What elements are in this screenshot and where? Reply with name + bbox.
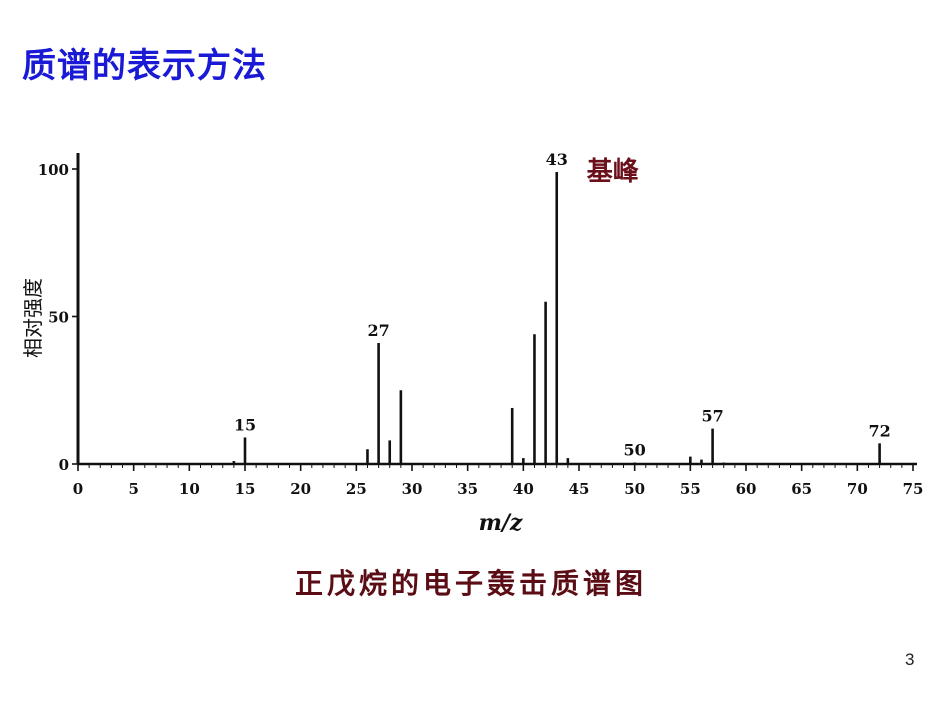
x-tick-label: 70 [847,480,868,498]
peak-label: 72 [868,421,890,440]
slide-title: 质谱的表示方法 [22,46,267,86]
x-tick-label: 10 [179,480,200,498]
x-tick-label: 50 [624,480,645,498]
chart-peaks [232,171,881,464]
x-tick-label: 20 [290,480,311,498]
y-tick-label: 0 [59,456,69,474]
y-tick-label: 100 [38,161,69,179]
x-tick-label: 45 [569,480,590,498]
peak-label: 15 [234,415,256,434]
x-tick-label: 75 [903,480,924,498]
peak-label: 50 [624,441,646,460]
x-tick-label: 60 [736,480,757,498]
base-peak-annotation: 基峰 [587,157,639,187]
x-tick-label: 25 [346,480,367,498]
chart-ticks: 0 5 10 15 20 25 30 35 40 45 50 55 60 65 70 75 0 50 100 [38,161,924,498]
x-tick-label: 35 [457,480,478,498]
peak-label: 57 [701,407,723,426]
y-tick-label: 50 [48,309,69,327]
x-tick-label: 55 [680,480,701,498]
chart-axes [76,153,917,466]
chart-caption: 正戊烷的电子轰击质谱图 [295,567,648,600]
x-tick-label: 5 [128,480,138,498]
x-tick-label: 15 [235,480,256,498]
x-tick-label: 65 [791,480,812,498]
y-axis-label: 相对强度 [21,278,45,358]
peak-label: 27 [367,321,389,340]
peak-label: 43 [546,150,568,169]
x-tick-label: 0 [73,480,83,498]
page-number: 3 [905,650,915,669]
chart-peak-labels: 15 27 43 50 57 72 [234,150,891,460]
x-tick-label: 40 [513,480,534,498]
x-axis-label: m/z [479,510,523,536]
x-tick-label: 30 [402,480,423,498]
